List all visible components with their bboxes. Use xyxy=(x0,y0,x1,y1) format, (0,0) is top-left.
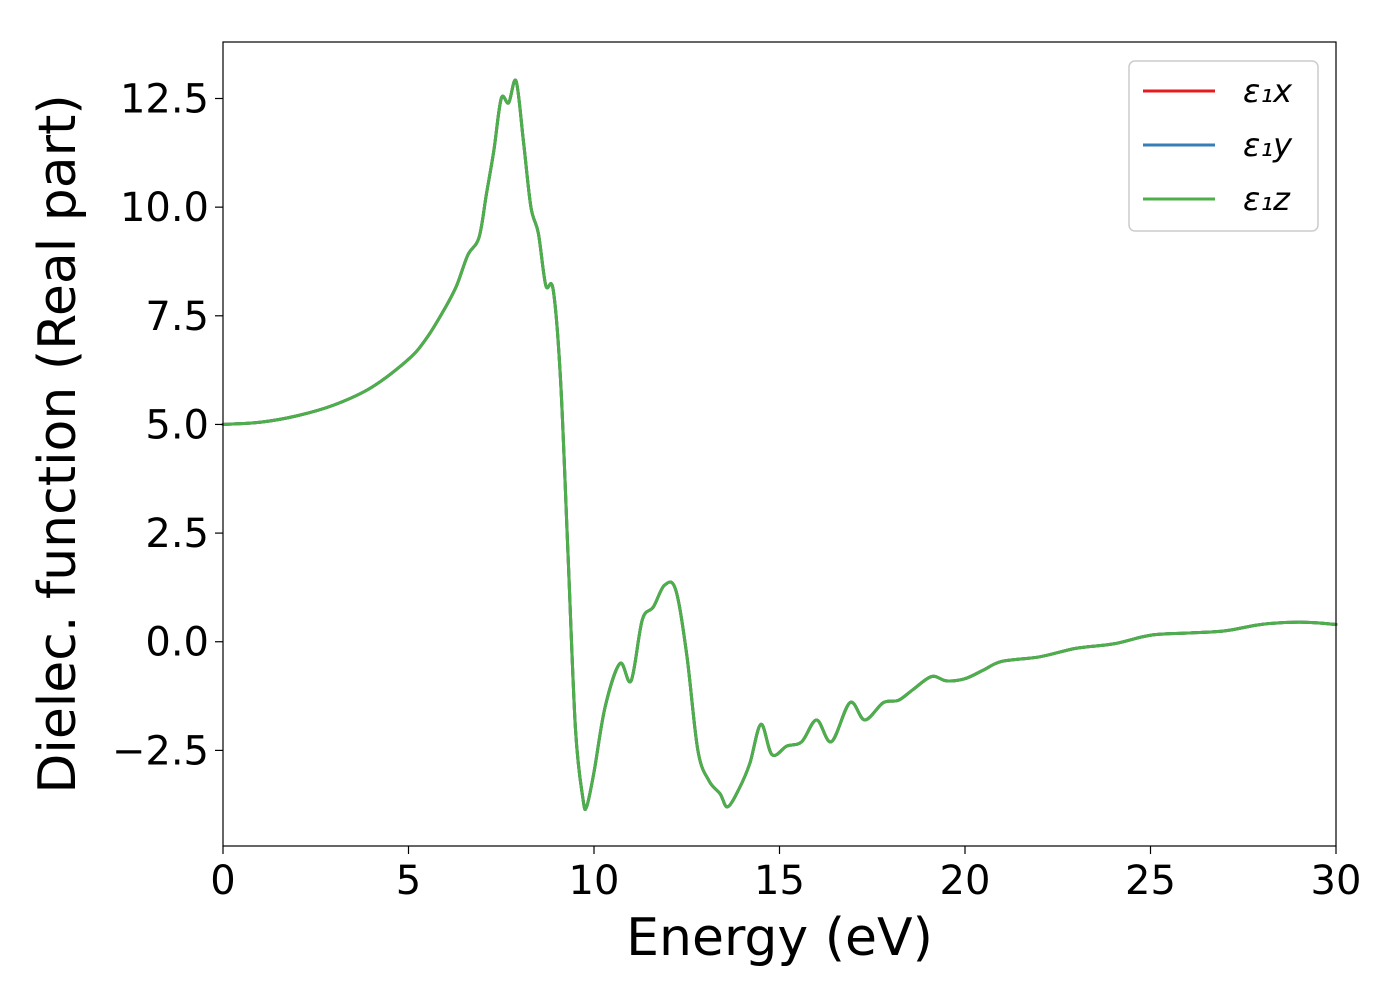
x-tick-label: 20 xyxy=(940,858,991,904)
y-tick-label: 2.5 xyxy=(145,511,209,557)
y-tick-label: 10.0 xyxy=(120,185,209,231)
y-tick-label: 12.5 xyxy=(120,76,209,122)
y-tick-label: 5.0 xyxy=(145,402,209,448)
y-tick-label: 0.0 xyxy=(145,620,209,666)
y-axis-ticks: −2.5 0.0 2.5 5.0 7.5 10.0 12.5 xyxy=(112,76,223,774)
x-tick-label: 5 xyxy=(396,858,421,904)
x-tick-label: 15 xyxy=(754,858,805,904)
x-axis-ticks: 0 5 10 15 20 25 30 xyxy=(210,846,1361,904)
y-tick-label: 7.5 xyxy=(145,294,209,340)
legend-label-0: ε₁x xyxy=(1243,72,1293,110)
x-axis-label: Energy (eV) xyxy=(626,908,933,968)
x-tick-label: 0 xyxy=(210,858,235,904)
y-axis-label: Dielec. function (Real part) xyxy=(28,94,88,793)
series-layer xyxy=(221,78,1338,811)
legend-box xyxy=(1128,60,1319,232)
x-tick-label: 10 xyxy=(569,858,620,904)
legend-label-1: ε₁y xyxy=(1243,126,1293,164)
series-line-2 xyxy=(221,78,1338,811)
x-tick-label: 25 xyxy=(1125,858,1176,904)
legend-label-2: ε₁z xyxy=(1243,180,1291,218)
legend: ε₁x ε₁y ε₁z xyxy=(1128,60,1319,232)
y-tick-label: −2.5 xyxy=(112,728,209,774)
x-tick-label: 30 xyxy=(1311,858,1362,904)
